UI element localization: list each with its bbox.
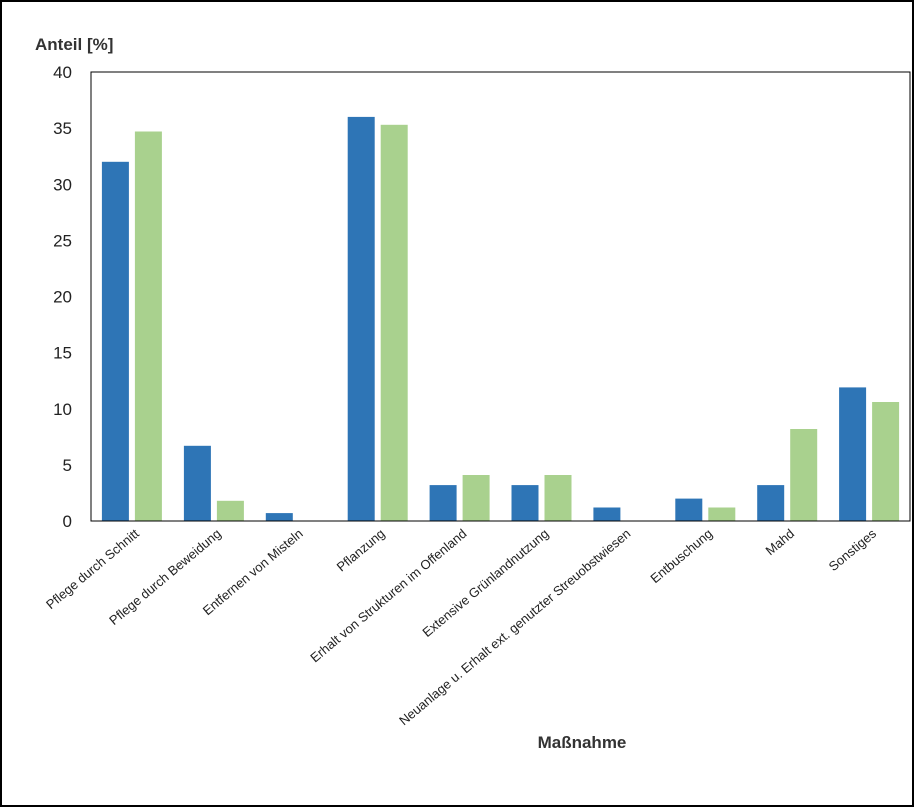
bar-series-1	[593, 508, 620, 522]
bar-series-2	[545, 475, 572, 521]
y-tick-label: 30	[53, 175, 72, 194]
bar-series-2	[135, 132, 162, 522]
category-label: Sonstiges	[826, 525, 880, 574]
category-label: Entbuschung	[647, 526, 715, 586]
bar-series-1	[512, 485, 539, 521]
bar-series-1	[348, 117, 375, 521]
category-label: Mahd	[763, 526, 798, 558]
bar-series-1	[102, 162, 129, 521]
y-tick-label: 5	[63, 456, 72, 475]
y-tick-label: 35	[53, 119, 72, 138]
bar-series-2	[381, 125, 408, 521]
category-label: Erhalt von Strukturen im Offenland	[307, 526, 469, 666]
bars	[102, 117, 899, 521]
y-axis-ticks: 0 5 10 15 20 25 30 35 40	[53, 63, 72, 531]
y-tick-label: 20	[53, 288, 72, 307]
bar-series-2	[790, 429, 817, 521]
bar-series-1	[839, 387, 866, 521]
bar-series-1	[757, 485, 784, 521]
bar-series-1	[430, 485, 457, 521]
bar-series-1	[675, 499, 702, 521]
x-axis-title: Maßnahme	[538, 733, 627, 752]
category-label: Pflanzung	[334, 526, 388, 575]
y-tick-label: 15	[53, 344, 72, 363]
bar-series-2	[708, 508, 735, 522]
bar-series-1	[184, 446, 211, 521]
y-tick-label: 10	[53, 400, 72, 419]
bar-series-2	[217, 501, 244, 521]
y-tick-label: 0	[63, 512, 72, 531]
bar-series-1	[266, 513, 293, 521]
bar-series-2	[463, 475, 490, 521]
y-axis-title: Anteil [%]	[35, 35, 113, 54]
y-tick-label: 40	[53, 63, 72, 82]
bar-series-2	[872, 402, 899, 521]
y-tick-label: 25	[53, 231, 72, 250]
plot-area-border	[91, 72, 910, 521]
